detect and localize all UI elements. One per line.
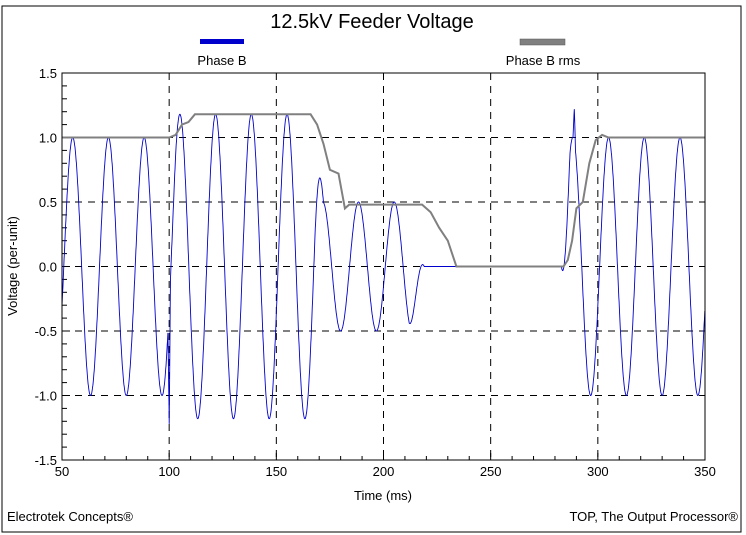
phase-b-rms-line [62,113,705,268]
y-tick-label: 1.0 [39,131,57,146]
y-tick-label: -1.0 [35,389,57,404]
legend-label-phase-b: Phase B [197,53,246,68]
plot-frame [61,72,706,461]
y-tick-label: -1.5 [35,453,57,468]
plot-lines [61,109,706,424]
y-axis-label: Voltage (per-unit) [5,216,20,316]
x-tick-label: 50 [55,464,69,479]
grid [62,73,705,460]
y-tick-label: 0.0 [39,260,57,275]
x-tick-label: 200 [373,464,395,479]
phase-b-line [61,109,706,424]
legend-swatch-phase-b-rms [519,38,566,46]
y-tick-label: -0.5 [35,324,57,339]
legend-label-phase-b-rms: Phase B rms [506,53,581,68]
y-tick-label: 1.5 [39,66,57,81]
y-tick-label: 0.5 [39,195,57,210]
x-tick-label: 100 [158,464,180,479]
chart-title: 12.5kV Feeder Voltage [270,11,473,33]
legend-swatch-phase-b [200,39,244,44]
footer-right: TOP, The Output Processor® [569,509,738,524]
outer-border [1,5,742,533]
footer-left: Electrotek Concepts® [7,509,133,524]
axes: 50 100 150 200 250 300 350 1.5 1.0 0.5 0.0 -0.5 -1.0… [35,66,716,479]
x-axis-label: Time (ms) [354,488,412,503]
x-tick-label: 300 [587,464,609,479]
x-tick-label: 250 [480,464,502,479]
x-tick-label: 350 [694,464,716,479]
x-tick-label: 150 [265,464,287,479]
